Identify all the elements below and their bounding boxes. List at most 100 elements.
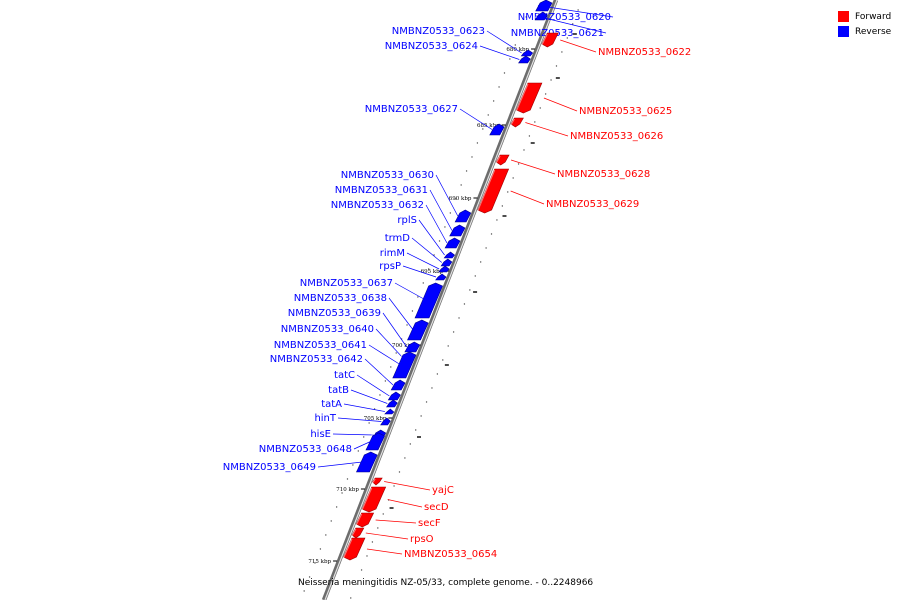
gene-arrow: [361, 486, 387, 513]
gene-highlight: [351, 528, 357, 537]
track-dot: [458, 317, 460, 319]
gene-leader-line: [394, 282, 427, 301]
gene-label: tatA: [321, 399, 342, 410]
gene-nmbnz0533_0637[interactable]: NMBNZ0533_0637: [300, 278, 443, 319]
genome-backbone: [321, 0, 559, 600]
gene-nmbnz0533_0626[interactable]: NMBNZ0533_0626: [510, 117, 663, 142]
gene-leader-line: [536, 15, 607, 34]
gene-nmbnz0533_0632[interactable]: NMBNZ0533_0632: [331, 200, 461, 249]
track-dot: [350, 597, 352, 599]
gene-nmbnz0533_0630[interactable]: NMBNZ0533_0630: [341, 170, 472, 223]
gene-arrow: [355, 512, 375, 528]
gene-label: NMBNZ0533_0625: [579, 106, 672, 117]
gene-nmbnz0533_0631[interactable]: NMBNZ0533_0631: [335, 185, 466, 237]
track-dot: [357, 450, 360, 452]
scale-tick-label: 685 kbp: [477, 123, 500, 129]
gene-leader-line: [375, 519, 417, 524]
track-dot: [341, 492, 343, 494]
gene-arrow: [387, 391, 401, 401]
track-dot: [371, 541, 374, 543]
gene-highlight: [361, 487, 373, 511]
track-dot: [308, 576, 311, 578]
gene-nmbnz0533_0622[interactable]: NMBNZ0533_0622: [541, 32, 691, 58]
gene-secd[interactable]: secD: [361, 486, 449, 513]
gene-arrow: [386, 399, 398, 408]
gene-leader-line: [364, 358, 394, 386]
track-dot: [330, 520, 332, 522]
gene-leader-line: [368, 344, 402, 366]
gene-label: NMBNZ0533_0654: [404, 549, 497, 560]
gene-nmbnz0533_0627[interactable]: NMBNZ0533_0627: [365, 104, 505, 136]
track-dot: [452, 331, 455, 333]
track-dot: [507, 191, 509, 193]
gene-tatc[interactable]: tatC: [334, 370, 401, 401]
gene-label: NMBNZ0533_0622: [598, 47, 691, 58]
gene-leader-line: [387, 499, 423, 508]
gene-nmbnz0533_0638[interactable]: NMBNZ0533_0638: [294, 293, 429, 341]
gene-tatb[interactable]: tatB: [328, 385, 398, 408]
gene-rimm[interactable]: rimM: [380, 248, 450, 273]
gene-leader-line: [366, 548, 403, 555]
gene-label: NMBNZ0533_0629: [546, 199, 639, 210]
track-dot: [366, 555, 368, 557]
gene-nmbnz0533_0642[interactable]: NMBNZ0533_0642: [270, 354, 406, 391]
legend-label-forward: Forward: [855, 11, 892, 22]
track-dot: [447, 345, 449, 347]
gene-nmbnz0533_0625[interactable]: NMBNZ0533_0625: [515, 82, 672, 117]
gene-yajc[interactable]: yajC: [371, 477, 454, 496]
track-dot: [455, 198, 457, 200]
gene-label: rpsO: [410, 534, 434, 545]
gene-label: NMBNZ0533_0640: [281, 324, 374, 335]
gene-leader-line: [337, 417, 382, 422]
gene-hint[interactable]: hinT: [314, 413, 391, 426]
gene-highlight: [435, 274, 439, 279]
scale-tick-label: 695 kbp: [421, 269, 444, 275]
gene-leader-line: [510, 190, 545, 205]
gene-label: NMBNZ0533_0620: [518, 12, 611, 23]
gene-leader-line: [402, 265, 437, 278]
gene-leader-line: [388, 297, 414, 331]
gene-rpso[interactable]: rpsO: [351, 527, 434, 545]
gene-nmbnz0533_0628[interactable]: NMBNZ0533_0628: [495, 154, 650, 180]
track-dot: [523, 149, 525, 151]
gene-leader-line: [429, 189, 453, 231]
gene-arrow: [392, 351, 417, 379]
gene-nmbnz0533_0654[interactable]: NMBNZ0533_0654: [342, 537, 497, 561]
gene-nmbnz0533_0629[interactable]: NMBNZ0533_0629: [477, 168, 640, 214]
track-dot: [501, 205, 504, 207]
gene-nmbnz0533_0649[interactable]: NMBNZ0533_0649: [223, 451, 378, 473]
gene-highlight: [443, 252, 448, 257]
track-dot: [422, 282, 424, 284]
gene-highlight: [440, 259, 445, 265]
gene-nmbnz0533_0648[interactable]: NMBNZ0533_0648: [259, 432, 385, 455]
gene-leader-line: [425, 204, 448, 244]
gene-rpls[interactable]: rplS: [397, 215, 455, 259]
gene-arrow: [515, 82, 543, 114]
track-dot: [363, 436, 365, 438]
track-dot: [561, 51, 563, 53]
gene-arrow: [356, 451, 378, 473]
track-dot: [431, 387, 433, 389]
gene-arrow: [390, 379, 406, 391]
track-dot: [555, 65, 558, 67]
track-dot: [520, 30, 522, 32]
reverse-swatch: [838, 26, 849, 37]
gene-nmbnz0533_0624[interactable]: NMBNZ0533_0624: [385, 41, 531, 64]
track-dot: [436, 373, 439, 375]
gene-nmbnz0533_0639[interactable]: NMBNZ0533_0639: [288, 308, 421, 353]
gene-label: NMBNZ0533_0649: [223, 462, 316, 473]
gene-nmbnz0533_0641[interactable]: NMBNZ0533_0641: [274, 340, 417, 379]
gene-arrow: [449, 224, 466, 237]
track-dot: [425, 401, 428, 403]
gene-highlight: [386, 400, 390, 406]
gene-label: NMBNZ0533_0637: [300, 278, 393, 289]
track-dot: [395, 352, 397, 354]
gene-nmbnz0533_0620[interactable]: NMBNZ0533_0620: [518, 0, 614, 23]
scale-tick-label: 700 kbp: [392, 343, 415, 349]
gene-tata[interactable]: tatA: [321, 399, 395, 415]
gene-secf[interactable]: secF: [355, 512, 441, 529]
gene-rpsp[interactable]: rpsP: [379, 261, 447, 281]
track-dot: [319, 548, 322, 550]
gene-arrow: [404, 341, 421, 353]
